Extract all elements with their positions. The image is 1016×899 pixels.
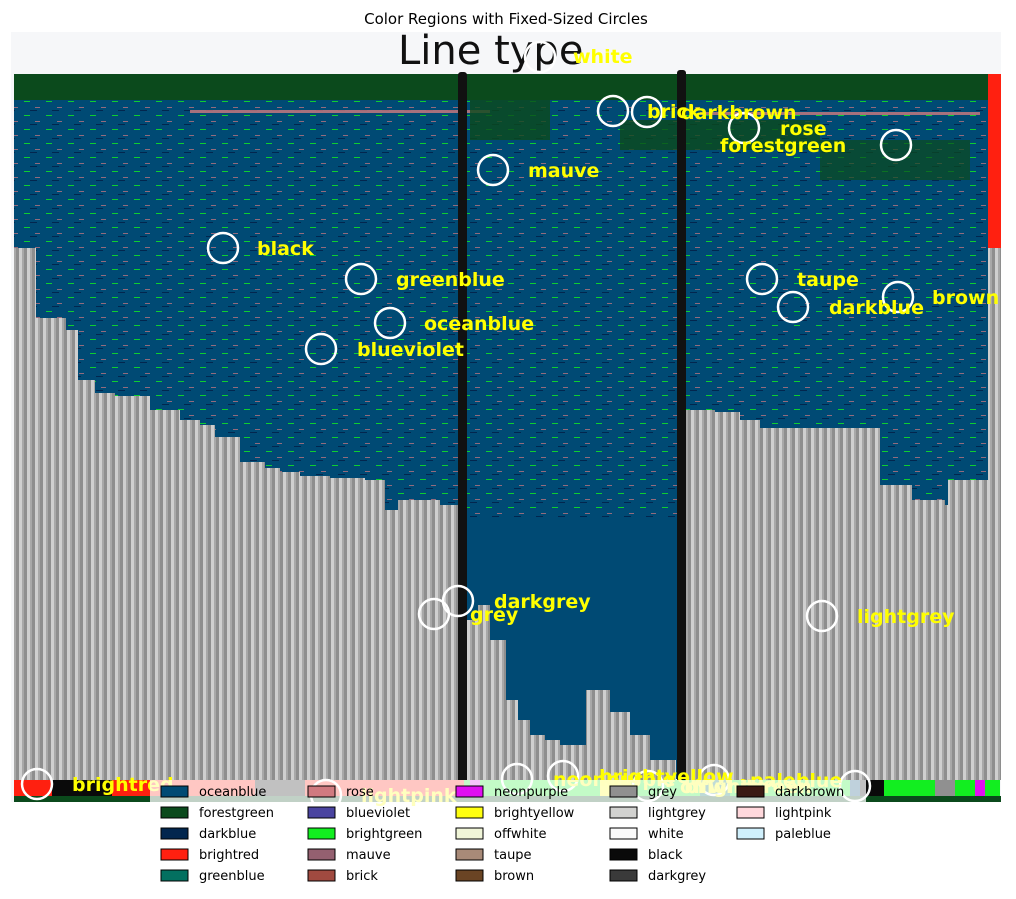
legend-swatch-lightpink [736, 806, 765, 819]
circle-label-blueviolet: blueviolet [357, 339, 464, 361]
legend-label-greenblue: greenblue [199, 869, 265, 884]
circle-label-lightgrey: lightgrey [857, 606, 955, 628]
legend-label-mauve: mauve [346, 848, 391, 863]
legend-swatch-brightyellow [455, 806, 484, 819]
legend-swatch-neonpurple [455, 785, 484, 798]
legend-label-blueviolet: blueviolet [346, 806, 410, 821]
legend-swatch-brightgreen [307, 827, 336, 840]
legend-swatch-darkblue [160, 827, 189, 840]
legend-swatch-rose [307, 785, 336, 798]
vertical-line-1 [458, 72, 467, 784]
legend-label-brightred: brightred [199, 848, 259, 863]
bottom-seg-grey [935, 780, 955, 796]
legend-swatch-darkgrey [609, 869, 638, 882]
grey-columns [14, 248, 458, 780]
legend-swatch-paleblue [736, 827, 765, 840]
legend-label-brick: brick [346, 869, 378, 884]
legend-label-brightgreen: brightgreen [346, 827, 422, 842]
circle-label-black: black [257, 238, 314, 260]
circle-label-brown: brown [932, 287, 999, 309]
circle-label-taupe: taupe [797, 269, 859, 291]
legend-label-darkbrown: darkbrown [775, 785, 844, 800]
circle-taupe [745, 262, 779, 296]
legend-swatch-white [609, 827, 638, 840]
circle-label-darkblue: darkblue [829, 297, 924, 319]
circle-lightgrey [805, 599, 839, 633]
circle-grey [417, 597, 451, 631]
grey-columns-right [684, 248, 1001, 780]
legend-swatch-mauve [307, 848, 336, 861]
legend-swatch-oceanblue [160, 785, 189, 798]
legend-swatch-black [609, 848, 638, 861]
circle-darkbrown [630, 95, 664, 129]
legend-swatch-darkbrown [736, 785, 765, 798]
forest-block-1 [470, 100, 550, 140]
circle-label-white: white [573, 46, 633, 68]
legend-label-oceanblue: oceanblue [199, 785, 266, 800]
legend-swatch-brown [455, 869, 484, 882]
circle-darkblue [776, 290, 810, 324]
legend-label-darkgrey: darkgrey [648, 869, 706, 884]
image-area: Line type [11, 28, 1001, 802]
circle-black [206, 231, 240, 265]
circle-brightred [20, 767, 54, 801]
red-side-bar [988, 74, 1001, 248]
circle-label-mauve: mauve [528, 160, 599, 182]
legend-swatch-blueviolet [307, 806, 336, 819]
legend-swatch-brightred [160, 848, 189, 861]
circle-oceanblue [373, 306, 407, 340]
circle-forestgreen [879, 128, 913, 162]
circle-label-brightred: brightred [72, 774, 174, 796]
legend-label-lightgrey: lightgrey [648, 806, 706, 821]
circle-brown [881, 280, 915, 314]
legend-label-darkblue: darkblue [199, 827, 256, 842]
chart-title: Color Regions with Fixed-Sized Circles [364, 10, 648, 28]
legend-swatch-taupe [455, 848, 484, 861]
legend-swatch-grey [609, 785, 638, 798]
legend-swatch-greenblue [160, 869, 189, 882]
legend-label-neonpurple: neonpurple [494, 785, 568, 800]
circle-brick [596, 94, 630, 128]
circle-label-darkbrown: darkbrown [681, 102, 797, 124]
legend-label-grey: grey [648, 785, 677, 800]
circle-label-darkgrey: darkgrey [494, 591, 591, 613]
circle-label-grey: grey [470, 604, 519, 626]
circle-label-forestgreen: forestgreen [720, 135, 846, 157]
legend-label-black: black [648, 848, 683, 863]
circle-label-brick: brick [647, 101, 701, 123]
circle-label-rose: rose [780, 118, 827, 140]
vertical-line-2 [677, 70, 686, 782]
legend-label-taupe: taupe [494, 848, 532, 863]
background-text: Line type [398, 28, 583, 74]
bottom-seg-black-1 [52, 780, 112, 796]
circle-mauve [476, 153, 510, 187]
legend-label-rose: rose [346, 785, 374, 800]
legend-swatch-brick [307, 869, 336, 882]
legend-swatch-offwhite [455, 827, 484, 840]
circle-label-oceanblue: oceanblue [424, 313, 534, 335]
legend-label-lightpink: lightpink [775, 806, 832, 821]
grey-columns-middle [466, 605, 676, 780]
rose-stripe-1 [190, 110, 490, 113]
forest-top-band [14, 74, 988, 100]
legend-label-paleblue: paleblue [775, 827, 831, 842]
legend-swatch-forestgreen [160, 806, 189, 819]
circle-rose [727, 111, 761, 145]
legend-swatch-lightgrey [609, 806, 638, 819]
legend: oceanblue forestgreen darkblue brightred gre… [150, 780, 866, 890]
circle-greenblue [344, 262, 378, 296]
legend-label-white: white [648, 827, 684, 842]
legend-label-forestgreen: forestgreen [199, 806, 274, 821]
circle-blueviolet [304, 332, 338, 366]
legend-label-brightyellow: brightyellow [494, 806, 575, 821]
rose-stripe-2 [700, 112, 980, 115]
legend-label-offwhite: offwhite [494, 827, 547, 842]
legend-label-brown: brown [494, 869, 534, 884]
bottom-seg-purple-2 [975, 780, 985, 796]
circle-label-greenblue: greenblue [396, 269, 505, 291]
circle-white [523, 40, 557, 74]
